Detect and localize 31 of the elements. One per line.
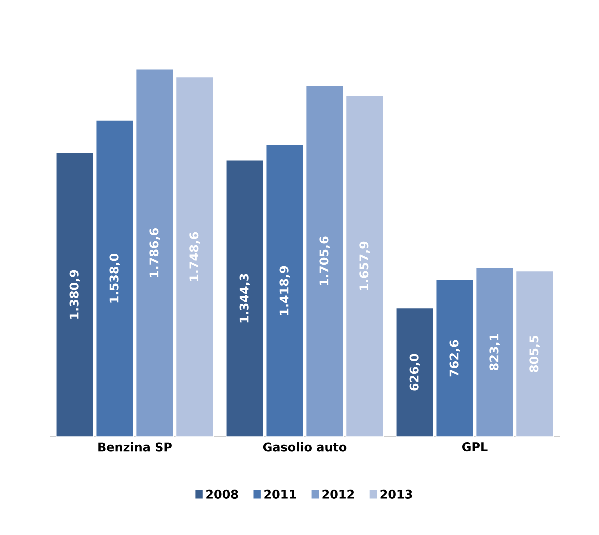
x-tick-label: Benzina SP xyxy=(98,442,172,452)
legend-label: 2011 xyxy=(264,490,296,499)
data-label: 1.786,6 xyxy=(150,228,160,278)
x-tick-label: GPL xyxy=(462,442,488,452)
bar xyxy=(176,76,214,437)
data-label: 762,6 xyxy=(450,340,460,377)
bar xyxy=(136,68,174,437)
bar xyxy=(266,144,304,437)
bar xyxy=(396,308,434,437)
data-label: 1.418,9 xyxy=(280,266,290,315)
legend-label: 2012 xyxy=(322,490,354,499)
bar xyxy=(96,120,134,437)
data-label: 1.380,9 xyxy=(70,270,80,319)
data-label: 1.344,3 xyxy=(240,274,250,323)
legend-label: 2008 xyxy=(206,490,238,499)
bar xyxy=(306,86,344,437)
bar xyxy=(436,280,474,437)
legend-label: 2013 xyxy=(380,490,412,499)
data-label: 626,0 xyxy=(410,354,420,391)
data-label: 1.705,6 xyxy=(320,236,330,286)
data-label: 1.538,0 xyxy=(110,254,120,303)
bar xyxy=(346,95,384,437)
data-label: 805,5 xyxy=(530,336,540,372)
x-tick-label: Gasolio auto xyxy=(263,442,347,452)
bar xyxy=(56,152,94,437)
data-label: 823,1 xyxy=(490,334,500,370)
data-label: 1.657,9 xyxy=(360,242,370,290)
bar xyxy=(516,270,554,437)
bar xyxy=(476,267,514,437)
data-label: 1.748,6 xyxy=(190,232,200,282)
bar xyxy=(226,160,264,437)
